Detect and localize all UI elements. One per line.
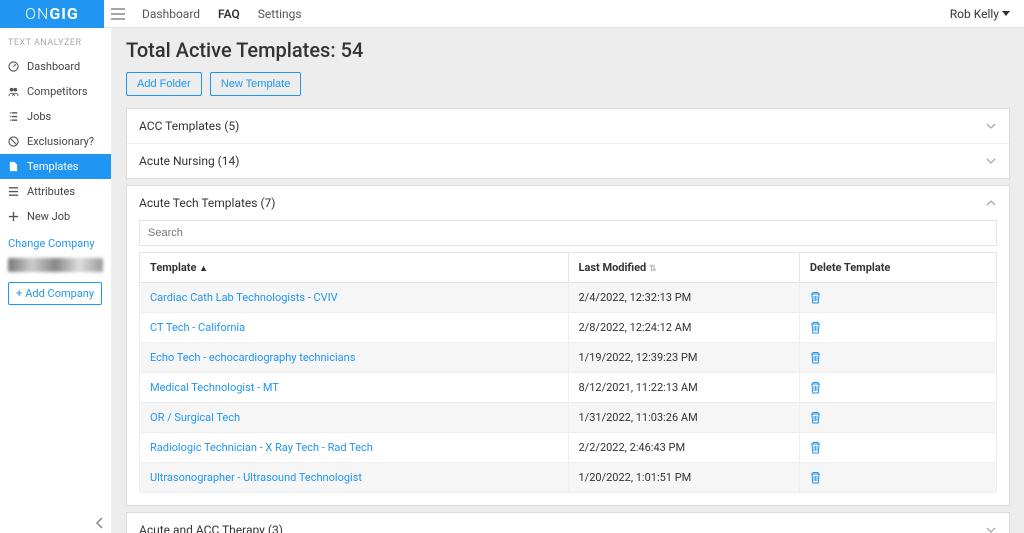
sidebar-item-competitors[interactable]: Competitors bbox=[0, 79, 111, 104]
template-link[interactable]: Cardiac Cath Lab Technologists - CVIV bbox=[150, 291, 338, 304]
modified-cell: 2/8/2022, 12:24:12 AM bbox=[568, 313, 799, 343]
sidebar-item-templates[interactable]: Templates bbox=[0, 154, 111, 179]
people-icon bbox=[8, 86, 20, 97]
nav-settings[interactable]: Settings bbox=[258, 7, 302, 21]
sidebar-section-label: TEXT ANALYZER bbox=[0, 28, 111, 54]
sidebar-item-label: New Job bbox=[27, 210, 70, 223]
folder-title: Acute and ACC Therapy (3) bbox=[139, 523, 283, 533]
table-row: Ultrasonographer - Ultrasound Technologi… bbox=[140, 463, 997, 493]
template-link[interactable]: Ultrasonographer - Ultrasound Technologi… bbox=[150, 471, 362, 484]
user-name: Rob Kelly bbox=[950, 7, 999, 21]
brand-part2: GIG bbox=[49, 4, 79, 23]
sidebar-nav: Dashboard Competitors Jobs Exclusionary? Tem… bbox=[0, 54, 111, 229]
folder-panel: Acute and ACC Therapy (3)Behavioral Heal… bbox=[126, 512, 1010, 533]
sidebar-item-jobs[interactable]: Jobs bbox=[0, 104, 111, 129]
chevron-down-icon bbox=[985, 524, 997, 533]
folder-body: Template ▲Last Modified ⇅Delete Template… bbox=[127, 220, 1009, 505]
table-row: Cardiac Cath Lab Technologists - CVIV 2/4… bbox=[140, 283, 997, 313]
topbar: ONGIG Dashboard FAQ Settings Rob Kelly bbox=[0, 0, 1024, 28]
sidebar-item-label: Templates bbox=[27, 160, 78, 173]
list-icon bbox=[8, 111, 20, 122]
nav-dashboard[interactable]: Dashboard bbox=[142, 7, 200, 21]
col-template[interactable]: Template ▲ bbox=[140, 253, 569, 283]
folder-header[interactable]: ACC Templates (5) bbox=[127, 109, 1009, 143]
search-wrapper bbox=[139, 220, 997, 246]
table-row: Radiologic Technician - X Ray Tech - Rad… bbox=[140, 433, 997, 463]
folder-header[interactable]: Acute and ACC Therapy (3) bbox=[127, 513, 1009, 533]
sidebar-item-label: Exclusionary? bbox=[27, 135, 94, 148]
modified-cell: 1/20/2022, 1:01:51 PM bbox=[568, 463, 799, 493]
table-row: CT Tech - California 2/8/2022, 12:24:12 A… bbox=[140, 313, 997, 343]
template-link[interactable]: OR / Surgical Tech bbox=[150, 411, 240, 424]
caret-down-icon bbox=[1002, 11, 1010, 17]
templates-table: Template ▲Last Modified ⇅Delete Template… bbox=[139, 252, 997, 493]
folder-title: ACC Templates (5) bbox=[139, 119, 239, 133]
trash-icon[interactable] bbox=[810, 321, 986, 334]
modified-cell: 8/12/2021, 11:22:13 AM bbox=[568, 373, 799, 403]
folder-panel: Acute Tech Templates (7) Template ▲Last M… bbox=[126, 185, 1010, 506]
folder-header[interactable]: Acute Nursing (14) bbox=[127, 143, 1009, 178]
template-link[interactable]: CT Tech - California bbox=[150, 321, 245, 334]
col-delete: Delete Template bbox=[799, 253, 996, 283]
folders-container: ACC Templates (5) Acute Nursing (14) Acute… bbox=[126, 108, 1010, 533]
nav-faq[interactable]: FAQ bbox=[218, 7, 240, 21]
sidebar-item-dashboard[interactable]: Dashboard bbox=[0, 54, 111, 79]
trash-icon[interactable] bbox=[810, 291, 986, 304]
modified-cell: 1/19/2022, 12:39:23 PM bbox=[568, 343, 799, 373]
trash-icon[interactable] bbox=[810, 411, 986, 424]
brand-logo: ONGIG bbox=[0, 0, 104, 28]
sidebar: TEXT ANALYZER Dashboard Competitors Jobs Ex… bbox=[0, 28, 112, 533]
trash-icon[interactable] bbox=[810, 381, 986, 394]
grid-icon bbox=[8, 186, 20, 197]
dash-icon bbox=[8, 61, 20, 72]
plus-icon bbox=[8, 211, 20, 222]
user-menu[interactable]: Rob Kelly bbox=[950, 7, 1016, 21]
folder-title: Acute Nursing (14) bbox=[139, 154, 239, 168]
template-link[interactable]: Radiologic Technician - X Ray Tech - Rad… bbox=[150, 441, 373, 454]
trash-icon[interactable] bbox=[810, 441, 986, 454]
template-link[interactable]: Medical Technologist - MT bbox=[150, 381, 279, 394]
chevron-down-icon bbox=[985, 155, 997, 167]
col-modified[interactable]: Last Modified ⇅ bbox=[568, 253, 799, 283]
table-row: Medical Technologist - MT 8/12/2021, 11:2… bbox=[140, 373, 997, 403]
sidebar-collapse-icon[interactable] bbox=[95, 517, 105, 529]
plus-icon: + bbox=[16, 287, 22, 300]
company-name-blurred bbox=[8, 258, 103, 272]
main-content: Total Active Templates: 54 Add Folder Ne… bbox=[112, 28, 1024, 533]
file-icon bbox=[8, 161, 20, 172]
chevron-up-icon bbox=[985, 197, 997, 209]
folder-title: Acute Tech Templates (7) bbox=[139, 196, 275, 210]
sidebar-item-label: Dashboard bbox=[27, 60, 80, 73]
sidebar-item-attributes[interactable]: Attributes bbox=[0, 179, 111, 204]
folder-panel: ACC Templates (5) Acute Nursing (14) bbox=[126, 108, 1010, 179]
table-row: OR / Surgical Tech 1/31/2022, 11:03:26 AM bbox=[140, 403, 997, 433]
page-title: Total Active Templates: 54 bbox=[126, 38, 1010, 62]
brand-part1: ON bbox=[25, 4, 49, 23]
top-nav: Dashboard FAQ Settings bbox=[142, 7, 302, 21]
modified-cell: 2/2/2022, 2:46:43 PM bbox=[568, 433, 799, 463]
add-folder-button[interactable]: Add Folder bbox=[126, 72, 202, 96]
ban-icon bbox=[8, 136, 20, 147]
trash-icon[interactable] bbox=[810, 471, 986, 484]
chevron-down-icon bbox=[985, 120, 997, 132]
add-company-button[interactable]: +Add Company bbox=[8, 282, 102, 305]
sidebar-item-new-job[interactable]: New Job bbox=[0, 204, 111, 229]
page-actions: Add Folder New Template bbox=[126, 72, 1010, 96]
trash-icon[interactable] bbox=[810, 351, 986, 364]
modified-cell: 2/4/2022, 12:32:13 PM bbox=[568, 283, 799, 313]
modified-cell: 1/31/2022, 11:03:26 AM bbox=[568, 403, 799, 433]
sidebar-item-exclusionary-[interactable]: Exclusionary? bbox=[0, 129, 111, 154]
add-company-label: Add Company bbox=[25, 287, 94, 300]
template-link[interactable]: Echo Tech - echocardiography technicians bbox=[150, 351, 355, 364]
new-template-button[interactable]: New Template bbox=[210, 72, 302, 96]
sidebar-item-label: Jobs bbox=[27, 110, 51, 123]
menu-toggle-icon[interactable] bbox=[104, 8, 132, 20]
change-company-link[interactable]: Change Company bbox=[0, 229, 111, 252]
table-row: Echo Tech - echocardiography technicians… bbox=[140, 343, 997, 373]
sidebar-item-label: Competitors bbox=[27, 85, 88, 98]
search-input[interactable] bbox=[140, 221, 996, 245]
folder-header[interactable]: Acute Tech Templates (7) bbox=[127, 186, 1009, 220]
sidebar-item-label: Attributes bbox=[27, 185, 75, 198]
